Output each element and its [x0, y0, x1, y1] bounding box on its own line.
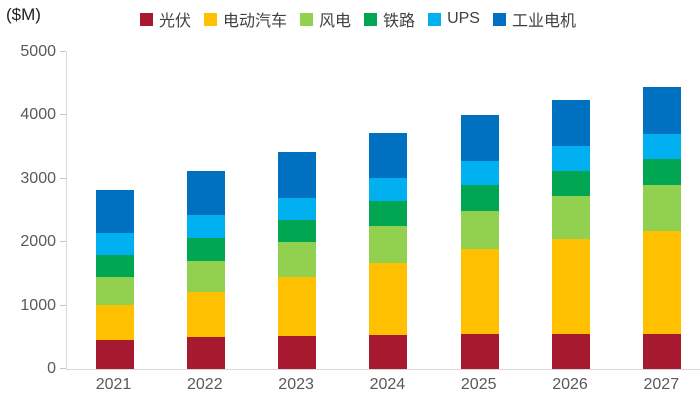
legend-item: 工业电机: [492, 7, 576, 31]
legend-label: 风电: [319, 13, 352, 30]
legend-swatch-icon: [428, 12, 442, 26]
bar-segment: [460, 161, 499, 185]
x-tick-label: 2024: [369, 376, 406, 393]
y-tick-label: 0: [47, 360, 56, 377]
x-tick-label: 2021: [95, 376, 132, 393]
bar-segment: [369, 178, 408, 201]
bar-segment: [552, 146, 590, 172]
legend-label: 电动汽车: [223, 13, 288, 30]
bar-segment: [95, 233, 134, 255]
bar-segment: [369, 262, 408, 335]
y-axis-tick: [60, 304, 66, 306]
legend-label: UPS: [447, 10, 480, 27]
bar-segment: [95, 277, 134, 305]
bar-segment: [552, 334, 590, 369]
bar-segment: [95, 189, 134, 234]
legend-swatch-icon: [300, 12, 314, 26]
x-tick-label: 2022: [187, 376, 223, 393]
bar-segment: [643, 185, 682, 232]
bar-segment: [95, 254, 134, 278]
bar-segment: [95, 304, 134, 341]
legend-swatch-icon: [140, 12, 153, 26]
bar-segment: [186, 214, 225, 238]
y-axis-tick: [60, 241, 66, 243]
bar-segment: [643, 134, 682, 160]
bar-segment: [278, 197, 317, 221]
bar-segment: [643, 86, 682, 135]
legend-swatch-icon: [492, 12, 506, 26]
bar-segment: [278, 336, 317, 369]
y-tick-label: 2000: [20, 233, 56, 251]
y-axis-tick: [60, 368, 66, 369]
y-axis-tick: [60, 51, 66, 52]
bar-segment: [186, 170, 225, 215]
bar-segment: [552, 195, 590, 240]
bar-segment: [186, 237, 225, 262]
bar-segment: [460, 334, 499, 369]
x-tick-label: 2025: [460, 376, 497, 393]
y-tick-label: 4000: [20, 106, 56, 124]
plot-area: [66, 52, 700, 370]
bar-segment: [552, 171, 590, 196]
bar-segment: [460, 184, 499, 211]
bar-segment: [460, 114, 499, 162]
bar-segment: [95, 340, 134, 369]
y-tick-label: 3000: [20, 169, 56, 187]
legend-item: 铁路: [364, 7, 415, 31]
bar-segment: [369, 132, 408, 179]
legend-item: 风电: [300, 7, 351, 31]
bar-segment: [460, 210, 499, 250]
y-axis-tick: [60, 114, 66, 116]
legend-label: 工业电机: [511, 13, 576, 30]
bar-segment: [460, 249, 499, 335]
bar-segment: [278, 277, 317, 337]
legend-swatch-icon: [204, 12, 218, 26]
legend-item: UPS: [428, 10, 480, 28]
legend-item: 光伏: [140, 7, 191, 31]
bar-segment: [552, 239, 590, 335]
x-tick-label: 2023: [278, 376, 314, 393]
bar-segment: [186, 292, 225, 338]
bar-segment: [369, 226, 408, 263]
bar-segment: [369, 201, 408, 227]
bar-segment: [186, 337, 225, 369]
bar-segment: [278, 242, 317, 278]
bar-segment: [643, 334, 682, 369]
bar-segment: [278, 152, 317, 198]
bar-segment: [552, 100, 590, 147]
y-tick-label: 1000: [20, 296, 56, 314]
legend-swatch-icon: [364, 12, 378, 26]
legend-item: 电动汽车: [204, 7, 287, 31]
bar-segment: [186, 261, 225, 293]
y-axis-tick: [60, 177, 66, 179]
bar-segment: [278, 220, 317, 243]
x-tick-label: 2026: [552, 376, 588, 393]
y-axis-unit-label: ($M): [6, 5, 41, 24]
legend: 光伏 电动汽车 风电 铁路 UPS 工业电机: [16, 7, 700, 31]
x-tick-label: 2027: [643, 376, 680, 393]
y-tick-label: 5000: [20, 43, 56, 60]
bar-segment: [643, 231, 682, 335]
legend-label: 铁路: [383, 13, 416, 30]
legend-label: 光伏: [159, 13, 192, 30]
bar-segment: [369, 334, 408, 369]
bar-segment: [643, 159, 682, 186]
